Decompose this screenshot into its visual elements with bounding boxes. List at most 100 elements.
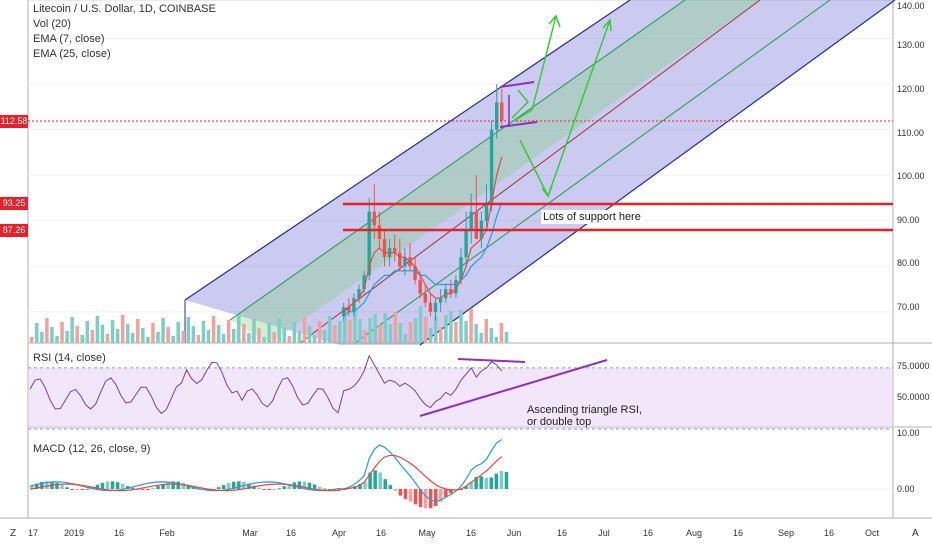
legend-ema7: EMA (7, close) <box>33 33 105 45</box>
signal-line <box>29 454 503 492</box>
volume-bar <box>191 326 196 343</box>
time-tick: Jun <box>506 528 522 538</box>
volume-bar <box>327 316 332 343</box>
volume-bar <box>459 310 463 343</box>
volume-bar <box>423 317 428 343</box>
macd-hist-bar <box>499 470 504 489</box>
candle-body <box>372 211 376 226</box>
volume-bar <box>297 331 302 343</box>
macd-hist-bar <box>55 483 59 489</box>
range-top-line <box>499 81 535 88</box>
macd-hist-bar <box>398 489 403 496</box>
time-tick: Sep <box>777 528 795 538</box>
macd-hist-bar <box>80 489 84 490</box>
macd-hist-bar <box>237 481 241 489</box>
volume-bar <box>434 316 438 343</box>
macd-hist-bar <box>363 482 367 489</box>
volume-bar <box>287 336 292 343</box>
volume-bar <box>333 325 337 343</box>
volume-bar <box>105 334 110 343</box>
volume-bar <box>317 321 322 343</box>
volume-bar <box>50 327 54 343</box>
volume-bar <box>95 316 100 343</box>
volume-bar <box>65 331 69 343</box>
channel-inner-band <box>230 0 760 343</box>
volume-bar <box>499 323 504 343</box>
macd-hist-bar <box>161 483 165 489</box>
time-tick: 16 <box>823 528 835 538</box>
volume-bar <box>247 333 251 343</box>
arrowhead <box>548 14 561 28</box>
candle-body <box>464 229 468 258</box>
macd-hist-bar <box>100 482 105 489</box>
macd-hist-bar <box>181 482 185 489</box>
candle-body <box>500 102 504 121</box>
volume-bar <box>444 315 448 343</box>
rsi-annotation: Ascending triangle RSI, or double top <box>527 404 642 428</box>
support-tag-upper: 93.25 <box>0 197 28 210</box>
macd-hist-bar <box>257 487 261 489</box>
macd-hist-bar <box>388 485 393 489</box>
macd-tick: 10.00 <box>897 428 920 438</box>
macd-histogram <box>30 470 509 509</box>
macd-hist-bar <box>35 483 39 489</box>
macd-hist-bar <box>469 481 473 489</box>
macd-hist-bar <box>494 473 499 489</box>
channel-fill-none <box>270 0 830 343</box>
volume-bar <box>166 327 170 343</box>
candle-body <box>403 257 407 267</box>
price-tick: 130.00 <box>897 40 925 50</box>
ema25-line <box>343 202 503 317</box>
volume-bar <box>136 319 140 343</box>
volume-bar <box>292 322 297 343</box>
macd-hist-bar <box>40 481 44 489</box>
auto-scale-button[interactable]: A <box>912 528 919 539</box>
macd-title: MACD (12, 26, close, 9) <box>33 443 151 455</box>
volume-bar <box>439 327 443 343</box>
macd-hist-bar <box>393 489 398 491</box>
volume-bar <box>363 330 367 343</box>
macd-hist-bar <box>125 486 130 489</box>
arrow-path <box>511 89 530 119</box>
macd-hist-bar <box>171 481 175 489</box>
time-tick: 16 <box>465 528 477 538</box>
candle-body <box>469 211 473 230</box>
rsi-band <box>28 367 893 429</box>
volume-bar <box>393 312 398 343</box>
volume-bar <box>120 315 125 343</box>
zoom-icon[interactable]: Z <box>10 528 17 539</box>
macd-hist-bar <box>287 484 292 489</box>
macd-hist-bar <box>312 484 317 489</box>
macd-hist-bar <box>378 472 382 489</box>
time-tick: 16 <box>642 528 654 538</box>
macd-hist-bar <box>247 483 251 489</box>
macd-hist-bar <box>196 488 201 490</box>
volume-bar <box>60 322 64 343</box>
volume-bar <box>125 324 130 343</box>
macd-hist-bar <box>120 483 125 489</box>
support-annotation: Lots of support here <box>541 210 643 224</box>
macd-hist-bar <box>70 489 74 490</box>
macd-hist-bar <box>95 484 100 489</box>
macd-hist-bar <box>317 486 322 489</box>
macd-hist-bar <box>358 484 362 489</box>
candle-body <box>449 289 453 294</box>
channel-median-line <box>299 0 761 344</box>
candle-body <box>362 275 366 290</box>
volume-bar <box>55 336 59 343</box>
macd-hist-bar <box>176 481 180 489</box>
macd-hist-bar <box>408 489 413 502</box>
macd-hist-bar <box>449 489 453 494</box>
volume-bar <box>383 313 387 343</box>
volume-bar <box>70 317 74 343</box>
volume-bar <box>30 337 34 343</box>
volume-bar <box>90 330 95 343</box>
volume-bar <box>474 324 478 343</box>
candle-body <box>367 211 371 276</box>
volume-bar <box>161 318 165 343</box>
volume-bar <box>277 318 281 343</box>
time-tick: Aug <box>685 528 703 538</box>
macd-hist-bar <box>262 489 266 490</box>
volume-bar <box>378 325 382 343</box>
